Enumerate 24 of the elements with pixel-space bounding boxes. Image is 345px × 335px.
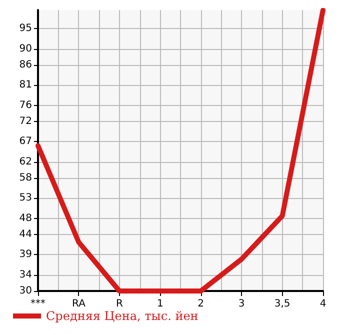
x-tick-label: 3 [238, 298, 245, 310]
y-tick-label: 53 [19, 192, 32, 204]
y-tick-label: 48 [19, 212, 32, 224]
y-tick-label: 86 [19, 60, 32, 71]
y-tick-label: 62 [19, 156, 32, 168]
x-tick-label: RA [72, 298, 86, 310]
x-tick-label: 4 [320, 298, 326, 310]
y-tick-label: 72 [19, 116, 32, 128]
y-tick-label: 30 [19, 286, 32, 296]
y-tick-label: 44 [19, 229, 32, 240]
x-tick-label: *** [30, 298, 46, 310]
y-tick-label: 39 [19, 249, 32, 260]
x-tick-label: R [116, 298, 123, 310]
y-tick-label: 90 [19, 43, 32, 54]
x-tick-label: 2 [198, 298, 204, 310]
x-tick-label: 3,5 [274, 298, 290, 310]
x-tick-label: 1 [156, 298, 164, 310]
y-tick-label: 95 [19, 23, 32, 34]
y-tick-label: 58 [19, 172, 32, 184]
y-tick-label: 81 [19, 80, 32, 91]
y-tick-label: 34 [19, 269, 32, 280]
y-tick-label: 76 [19, 100, 32, 111]
y-tick-label: 67 [19, 136, 32, 148]
legend-label: Средняя Цена, тыс. йен [46, 309, 198, 323]
